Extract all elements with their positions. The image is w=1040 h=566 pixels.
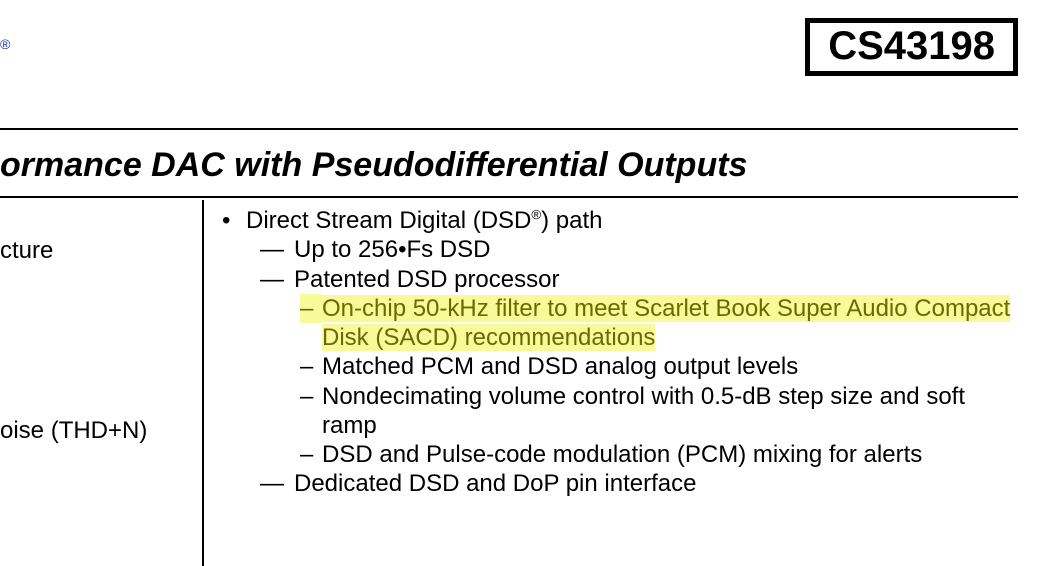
dash-marker: — (260, 265, 294, 294)
endash-marker: – (300, 352, 322, 381)
registered-icon: ® (531, 207, 541, 222)
bullet-l1: • Direct Stream Digital (DSD®) path — Up… (222, 206, 1018, 499)
part-number-box: CS43198 (805, 18, 1018, 76)
dsd-path-title: Direct Stream Digital (DSD®) path (246, 206, 1018, 235)
bullet-l3: – Nondecimating volume control with 0.5-… (300, 382, 1018, 441)
brand-registered-mark: ® (0, 36, 10, 52)
rule-under-title (0, 196, 1018, 198)
l3-text: Nondecimating volume control with 0.5-dB… (322, 382, 1018, 441)
bullet-l2: — Up to 256•Fs DSD (260, 235, 1018, 264)
bullet-l2: — Dedicated DSD and DoP pin interface (260, 469, 1018, 498)
left-column: cture oise (THD+N) (0, 200, 202, 566)
l3-text: DSD and Pulse-code modulation (PCM) mixi… (322, 440, 1018, 469)
bullet-marker: • (222, 206, 246, 235)
right-column: • Direct Stream Digital (DSD®) path — Up… (204, 200, 1018, 566)
page: ® CS43198 ormance DAC with Pseudodiffere… (0, 0, 1040, 566)
two-column-region: cture oise (THD+N) • Direct Stream Digit… (0, 200, 1018, 566)
page-title: ormance DAC with Pseudodifferential Outp… (0, 146, 747, 185)
rule-top (0, 128, 1018, 130)
bullet-l3: – DSD and Pulse-code modulation (PCM) mi… (300, 440, 1018, 469)
left-fragment: cture (0, 236, 202, 266)
dash-marker: — (260, 469, 294, 498)
l2-text: Up to 256•Fs DSD (294, 235, 1018, 264)
endash-marker: – (300, 440, 322, 469)
endash-marker: – (300, 382, 322, 411)
l2-text: Patented DSD processor (294, 265, 1018, 294)
endash-marker: – (300, 294, 322, 323)
l3-text-highlighted: On-chip 50-kHz filter to meet Scarlet Bo… (322, 294, 1018, 353)
bullet-l3: – Matched PCM and DSD analog output leve… (300, 352, 1018, 381)
l3-text: Matched PCM and DSD analog output levels (322, 352, 1018, 381)
l2-text: Dedicated DSD and DoP pin interface (294, 469, 1018, 498)
left-fragment: oise (THD+N) (0, 416, 202, 446)
bullet-l2: — Patented DSD processor – On-chip 50-kH… (260, 265, 1018, 470)
dash-marker: — (260, 235, 294, 264)
bullet-l3: – On-chip 50-kHz filter to meet Scarlet … (300, 294, 1018, 353)
